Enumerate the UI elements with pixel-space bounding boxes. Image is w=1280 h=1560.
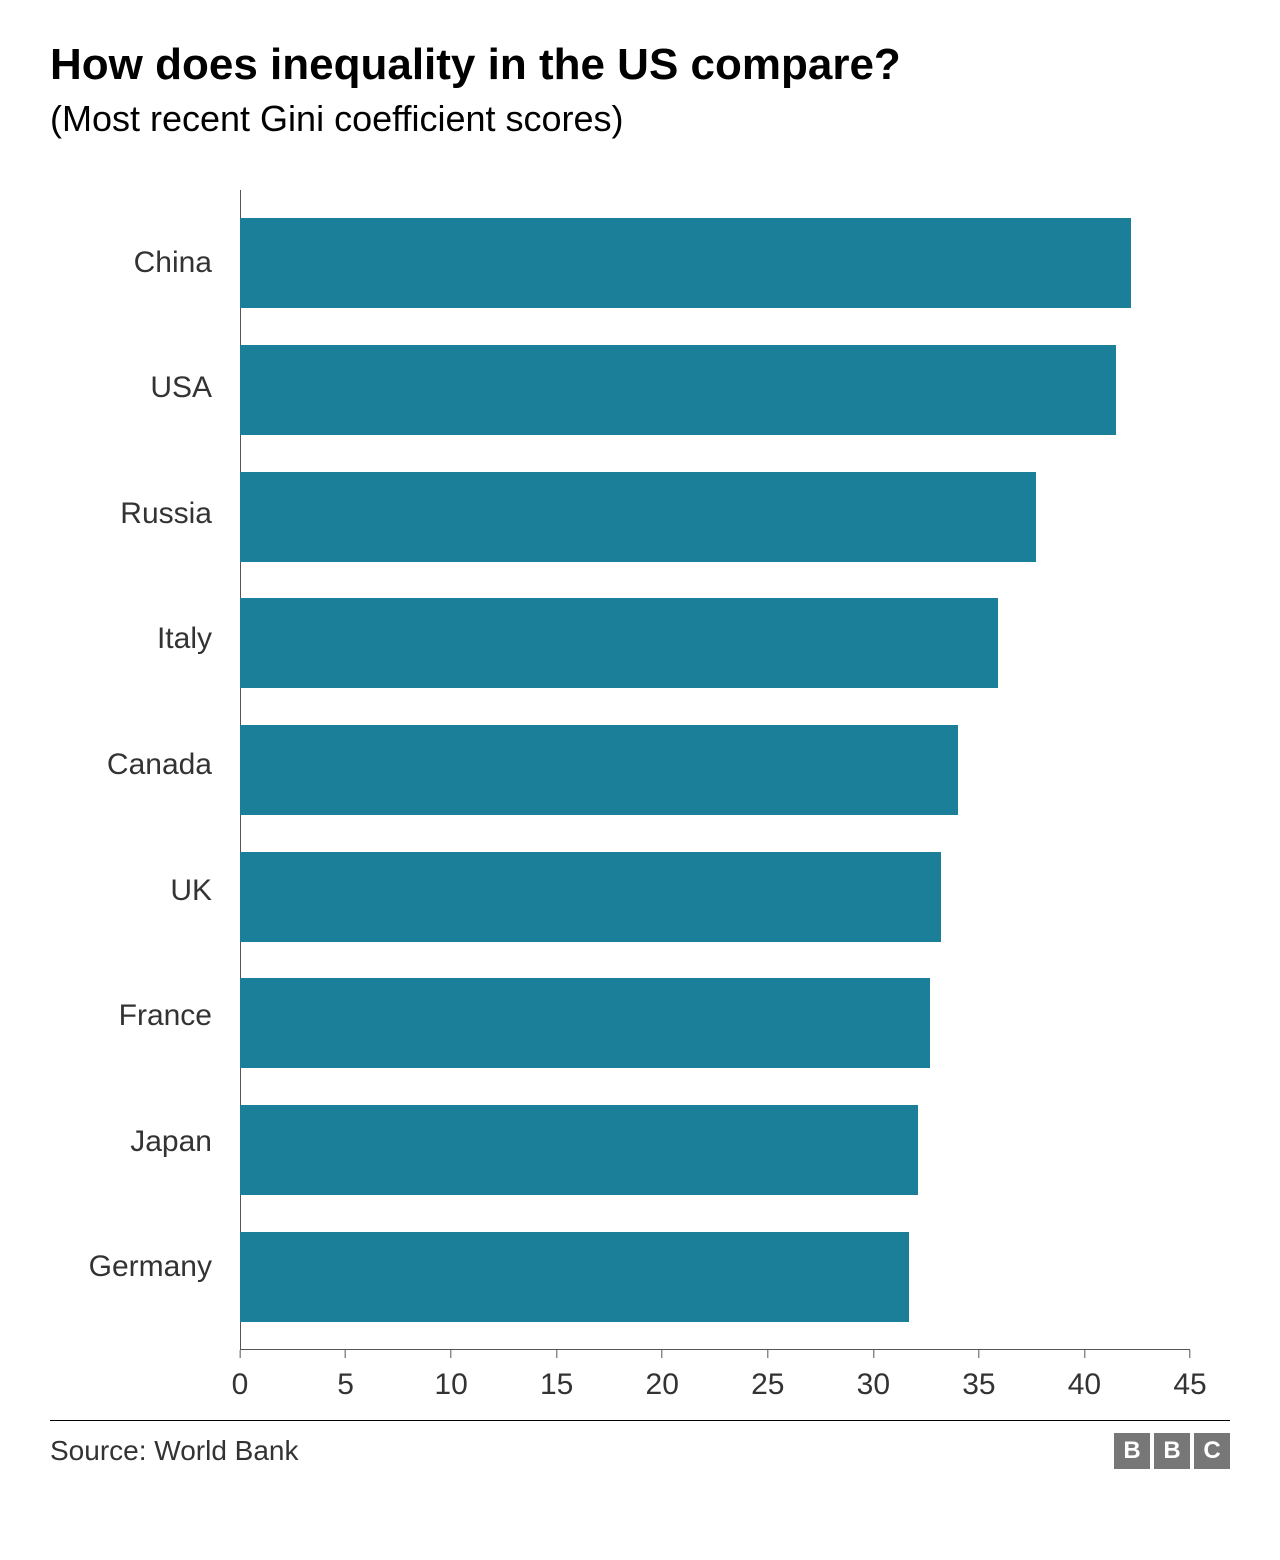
- x-tick-mark: [451, 1350, 452, 1358]
- y-axis-label: Germany: [50, 1222, 230, 1312]
- bar: [240, 472, 1036, 562]
- chart-title: How does inequality in the US compare?: [50, 40, 1230, 90]
- x-tick: 15: [540, 1350, 573, 1402]
- x-tick-label: 40: [1068, 1368, 1101, 1402]
- y-axis-label: China: [50, 218, 230, 308]
- bar-row: [240, 978, 1190, 1068]
- x-tick-mark: [978, 1350, 979, 1358]
- x-tick-label: 30: [857, 1368, 890, 1402]
- x-tick: 25: [751, 1350, 784, 1402]
- x-tick-mark: [240, 1350, 241, 1358]
- x-tick: 35: [962, 1350, 995, 1402]
- bar-row: [240, 1105, 1190, 1195]
- bar-row: [240, 345, 1190, 435]
- bar: [240, 345, 1116, 435]
- bar-row: [240, 472, 1190, 562]
- bar-row: [240, 852, 1190, 942]
- bar-row: [240, 598, 1190, 688]
- y-axis-label: Italy: [50, 594, 230, 684]
- x-tick: 40: [1068, 1350, 1101, 1402]
- x-tick-mark: [662, 1350, 663, 1358]
- x-tick-mark: [1084, 1350, 1085, 1358]
- x-tick: 30: [857, 1350, 890, 1402]
- x-tick-mark: [556, 1350, 557, 1358]
- x-tick: 20: [646, 1350, 679, 1402]
- y-axis-label: UK: [50, 846, 230, 936]
- bar: [240, 1232, 909, 1322]
- bar-row: [240, 725, 1190, 815]
- x-tick: 0: [232, 1350, 249, 1402]
- y-axis-label: USA: [50, 343, 230, 433]
- chart-subtitle: (Most recent Gini coefficient scores): [50, 98, 1230, 140]
- x-tick-label: 20: [646, 1368, 679, 1402]
- plot-area: [240, 190, 1190, 1350]
- x-tick-label: 10: [434, 1368, 467, 1402]
- x-tick-mark: [1190, 1350, 1191, 1358]
- bar: [240, 978, 930, 1068]
- x-tick-mark: [767, 1350, 768, 1358]
- x-tick-label: 25: [751, 1368, 784, 1402]
- x-tick-label: 15: [540, 1368, 573, 1402]
- bars-container: [240, 190, 1190, 1350]
- chart-area: China USA Russia Italy Canada UK France Japan Ge…: [50, 180, 1230, 1410]
- x-tick: 5: [337, 1350, 354, 1402]
- x-tick-mark: [873, 1350, 874, 1358]
- bbc-logo: BBC: [1114, 1433, 1230, 1469]
- bar: [240, 1105, 918, 1195]
- chart-footer: Source: World Bank BBC: [50, 1420, 1230, 1469]
- y-axis-labels: China USA Russia Italy Canada UK France Japan Ge…: [50, 190, 230, 1340]
- y-axis-label: Canada: [50, 720, 230, 810]
- bar: [240, 852, 941, 942]
- y-axis-label: Russia: [50, 469, 230, 559]
- bar-row: [240, 1232, 1190, 1322]
- x-tick: 45: [1173, 1350, 1206, 1402]
- bbc-logo-box: B: [1154, 1433, 1190, 1469]
- x-axis-ticks: 051015202530354045: [240, 1350, 1190, 1410]
- bbc-logo-box: C: [1194, 1433, 1230, 1469]
- bar-row: [240, 218, 1190, 308]
- x-tick-label: 5: [337, 1368, 354, 1402]
- y-axis-label: Japan: [50, 1097, 230, 1187]
- bbc-logo-box: B: [1114, 1433, 1150, 1469]
- bar: [240, 218, 1131, 308]
- bar: [240, 598, 998, 688]
- x-tick-label: 0: [232, 1368, 249, 1402]
- source-text: Source: World Bank: [50, 1435, 299, 1467]
- x-tick-label: 45: [1173, 1368, 1206, 1402]
- x-tick: 10: [434, 1350, 467, 1402]
- x-tick-label: 35: [962, 1368, 995, 1402]
- x-tick-mark: [345, 1350, 346, 1358]
- y-axis-label: France: [50, 971, 230, 1061]
- bar: [240, 725, 958, 815]
